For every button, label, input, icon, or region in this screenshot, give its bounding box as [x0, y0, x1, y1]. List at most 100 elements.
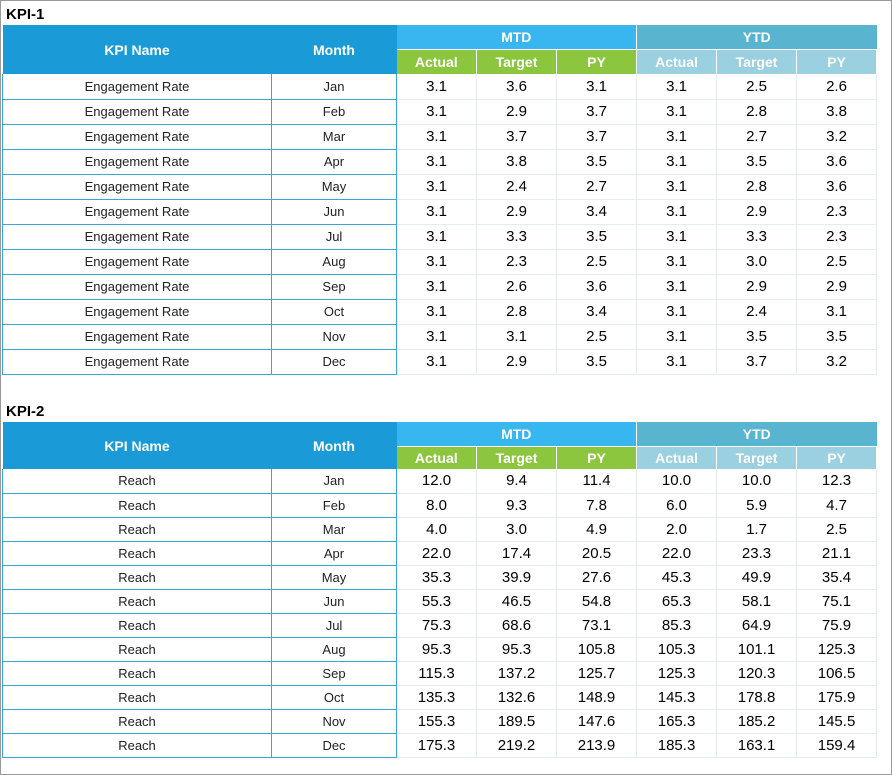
mtd-actual-cell[interactable]: 3.1	[396, 274, 477, 300]
ytd-py-cell[interactable]: 75.9	[796, 613, 878, 638]
month-cell[interactable]: Jun	[271, 199, 397, 225]
mtd-actual-cell[interactable]: 3.1	[396, 124, 477, 150]
ytd-target-cell[interactable]: 58.1	[716, 589, 798, 614]
mtd-actual-cell[interactable]: 75.3	[396, 613, 477, 638]
mtd-actual-cell[interactable]: 175.3	[396, 733, 477, 758]
mtd-target-cell[interactable]: 3.7	[476, 124, 557, 150]
mtd-py-cell[interactable]: 3.5	[556, 149, 638, 175]
month-cell[interactable]: Sep	[271, 274, 397, 300]
mtd-actual-cell[interactable]: 4.0	[396, 517, 477, 542]
kpi-name-cell[interactable]: Engagement Rate	[2, 224, 272, 250]
ytd-target-cell[interactable]: 163.1	[716, 733, 798, 758]
ytd-actual-cell[interactable]: 3.1	[636, 224, 718, 250]
month-cell[interactable]: Aug	[271, 637, 397, 662]
ytd-actual-cell[interactable]: 3.1	[636, 274, 718, 300]
kpi-name-cell[interactable]: Reach	[2, 565, 272, 590]
kpi-name-cell[interactable]: Engagement Rate	[2, 174, 272, 200]
ytd-py-cell[interactable]: 3.6	[796, 149, 878, 175]
ytd-actual-cell[interactable]: 45.3	[636, 565, 718, 590]
mtd-actual-cell[interactable]: 12.0	[396, 469, 477, 494]
mtd-target-cell[interactable]: 2.9	[476, 199, 557, 225]
ytd-py-cell[interactable]: 21.1	[796, 541, 878, 566]
ytd-target-cell[interactable]: 2.9	[716, 199, 798, 225]
mtd-actual-cell[interactable]: 3.1	[396, 224, 477, 250]
ytd-actual-cell[interactable]: 3.1	[636, 199, 718, 225]
mtd-py-cell[interactable]: 27.6	[556, 565, 638, 590]
mtd-target-cell[interactable]: 2.4	[476, 174, 557, 200]
ytd-actual-cell[interactable]: 165.3	[636, 709, 718, 734]
mtd-actual-cell[interactable]: 22.0	[396, 541, 477, 566]
ytd-target-cell[interactable]: 185.2	[716, 709, 798, 734]
ytd-actual-cell[interactable]: 3.1	[636, 249, 718, 275]
ytd-target-cell[interactable]: 2.4	[716, 299, 798, 325]
ytd-py-cell[interactable]: 2.9	[796, 274, 878, 300]
mtd-py-cell[interactable]: 105.8	[556, 637, 638, 662]
ytd-actual-cell[interactable]: 3.1	[636, 299, 718, 325]
month-cell[interactable]: Apr	[271, 149, 397, 175]
ytd-actual-cell[interactable]: 22.0	[636, 541, 718, 566]
kpi-name-cell[interactable]: Reach	[2, 589, 272, 614]
month-cell[interactable]: Nov	[271, 709, 397, 734]
mtd-actual-cell[interactable]: 55.3	[396, 589, 477, 614]
ytd-target-cell[interactable]: 120.3	[716, 661, 798, 686]
kpi-name-cell[interactable]: Engagement Rate	[2, 349, 272, 375]
mtd-py-cell[interactable]: 3.7	[556, 99, 638, 125]
kpi-name-cell[interactable]: Reach	[2, 517, 272, 542]
mtd-py-cell[interactable]: 148.9	[556, 685, 638, 710]
mtd-py-cell[interactable]: 3.6	[556, 274, 638, 300]
mtd-py-cell[interactable]: 2.7	[556, 174, 638, 200]
mtd-target-cell[interactable]: 46.5	[476, 589, 557, 614]
ytd-target-cell[interactable]: 49.9	[716, 565, 798, 590]
mtd-py-cell[interactable]: 20.5	[556, 541, 638, 566]
mtd-target-cell[interactable]: 3.1	[476, 324, 557, 350]
mtd-target-cell[interactable]: 39.9	[476, 565, 557, 590]
month-cell[interactable]: Aug	[271, 249, 397, 275]
kpi-name-cell[interactable]: Engagement Rate	[2, 274, 272, 300]
kpi-name-cell[interactable]: Engagement Rate	[2, 199, 272, 225]
month-cell[interactable]: Jul	[271, 613, 397, 638]
ytd-py-cell[interactable]: 3.8	[796, 99, 878, 125]
mtd-py-cell[interactable]: 11.4	[556, 469, 638, 494]
month-cell[interactable]: Dec	[271, 733, 397, 758]
ytd-py-cell[interactable]: 3.6	[796, 174, 878, 200]
kpi-name-cell[interactable]: Reach	[2, 613, 272, 638]
mtd-py-cell[interactable]: 3.7	[556, 124, 638, 150]
mtd-actual-cell[interactable]: 3.1	[396, 99, 477, 125]
kpi-name-cell[interactable]: Engagement Rate	[2, 124, 272, 150]
mtd-actual-cell[interactable]: 3.1	[396, 299, 477, 325]
ytd-target-cell[interactable]: 3.7	[716, 349, 798, 375]
ytd-actual-cell[interactable]: 125.3	[636, 661, 718, 686]
ytd-target-cell[interactable]: 3.3	[716, 224, 798, 250]
mtd-target-cell[interactable]: 2.9	[476, 99, 557, 125]
ytd-actual-cell[interactable]: 2.0	[636, 517, 718, 542]
kpi-name-cell[interactable]: Reach	[2, 685, 272, 710]
month-cell[interactable]: Mar	[271, 517, 397, 542]
ytd-py-cell[interactable]: 159.4	[796, 733, 878, 758]
mtd-py-cell[interactable]: 3.1	[556, 74, 638, 100]
ytd-py-cell[interactable]: 145.5	[796, 709, 878, 734]
ytd-actual-cell[interactable]: 3.1	[636, 324, 718, 350]
mtd-target-cell[interactable]: 17.4	[476, 541, 557, 566]
ytd-target-cell[interactable]: 3.0	[716, 249, 798, 275]
mtd-py-cell[interactable]: 3.5	[556, 349, 638, 375]
ytd-py-cell[interactable]: 2.6	[796, 74, 878, 100]
month-cell[interactable]: Sep	[271, 661, 397, 686]
month-cell[interactable]: Oct	[271, 685, 397, 710]
mtd-target-cell[interactable]: 2.3	[476, 249, 557, 275]
kpi-name-cell[interactable]: Engagement Rate	[2, 299, 272, 325]
mtd-py-cell[interactable]: 3.4	[556, 199, 638, 225]
mtd-target-cell[interactable]: 3.3	[476, 224, 557, 250]
ytd-target-cell[interactable]: 1.7	[716, 517, 798, 542]
kpi-name-cell[interactable]: Engagement Rate	[2, 324, 272, 350]
kpi-name-cell[interactable]: Reach	[2, 469, 272, 494]
ytd-py-cell[interactable]: 3.5	[796, 324, 878, 350]
mtd-actual-cell[interactable]: 3.1	[396, 149, 477, 175]
ytd-py-cell[interactable]: 2.5	[796, 249, 878, 275]
mtd-actual-cell[interactable]: 135.3	[396, 685, 477, 710]
mtd-target-cell[interactable]: 68.6	[476, 613, 557, 638]
month-cell[interactable]: Feb	[271, 493, 397, 518]
ytd-target-cell[interactable]: 64.9	[716, 613, 798, 638]
ytd-actual-cell[interactable]: 3.1	[636, 74, 718, 100]
mtd-target-cell[interactable]: 9.3	[476, 493, 557, 518]
mtd-target-cell[interactable]: 3.8	[476, 149, 557, 175]
